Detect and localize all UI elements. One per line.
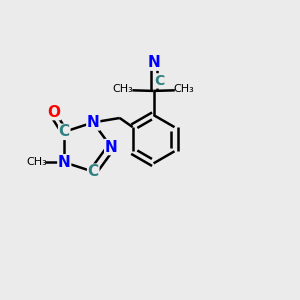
Text: C: C [88,164,99,179]
Text: CH₃: CH₃ [174,84,195,94]
Text: CH₃: CH₃ [112,84,133,94]
Text: N: N [147,55,160,70]
Text: N: N [105,140,118,154]
Text: N: N [58,155,70,170]
Text: CH₃: CH₃ [26,157,47,167]
Text: C: C [154,74,164,88]
Text: C: C [59,124,70,139]
Text: N: N [87,115,100,130]
Text: O: O [47,105,61,120]
